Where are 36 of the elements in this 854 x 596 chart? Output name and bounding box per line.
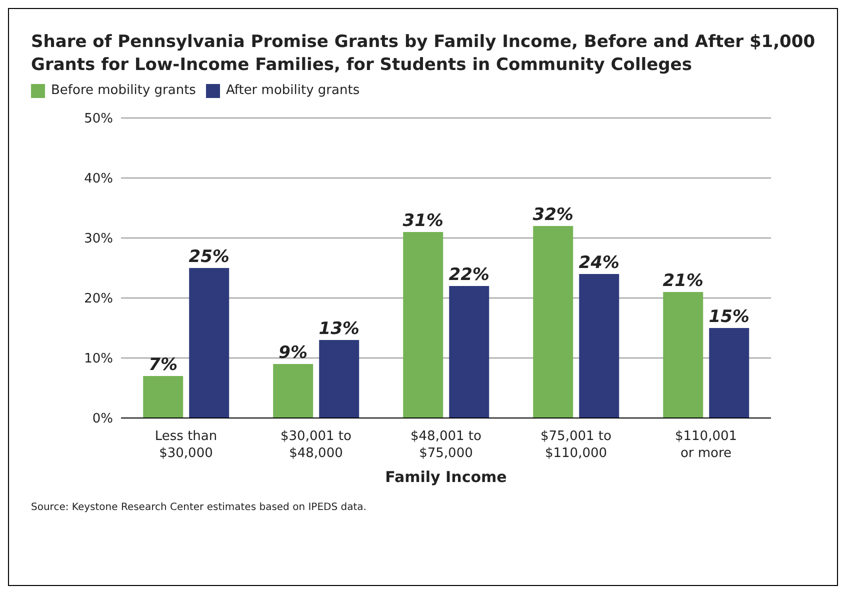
bar [579, 274, 620, 418]
data-label: 13% [318, 319, 360, 339]
bar [273, 364, 314, 418]
data-label: 32% [532, 205, 574, 225]
y-tick-label: 10% [84, 352, 113, 367]
y-tick-label: 40% [84, 172, 113, 187]
data-label: 21% [662, 271, 704, 291]
data-label: 9% [278, 343, 308, 363]
data-label: 25% [188, 247, 230, 267]
x-tick-label: $48,001 to $75,000 [410, 429, 482, 461]
x-tick-label: $30,001 to $48,000 [280, 429, 352, 461]
y-tick-label: 50% [84, 112, 113, 127]
source-note: Source: Keystone Research Center estimates based on IPEDS data. [31, 502, 368, 513]
bar [189, 268, 230, 418]
y-tick-label: 0% [92, 412, 113, 427]
bar [319, 340, 360, 418]
bar [403, 232, 444, 418]
data-label: 31% [402, 211, 444, 231]
data-label: 24% [578, 253, 620, 273]
data-label: 7% [148, 355, 178, 375]
x-axis-title: Family Income [384, 468, 508, 486]
x-tick-label: $75,001 to $110,000 [540, 429, 612, 461]
data-label: 15% [708, 307, 750, 327]
x-tick-label: Less than $30,000 [154, 429, 218, 461]
legend-label: Before mobility grants [51, 83, 196, 98]
data-label: 22% [448, 265, 490, 285]
y-tick-label: 30% [84, 232, 113, 247]
y-tick-label: 20% [84, 292, 113, 307]
bar [449, 286, 490, 418]
legend-label: After mobility grants [226, 83, 360, 98]
bar [709, 328, 750, 418]
chart-title: Share of Pennsylvania Promise Grants by Family Income, Before and After $1,000 Grants for Low-Income Families, for Students in Community Colleges [31, 31, 816, 77]
x-tick-label: $110,001 or more [674, 429, 738, 461]
bar [533, 226, 574, 418]
bar [663, 292, 704, 418]
bar [143, 376, 184, 418]
